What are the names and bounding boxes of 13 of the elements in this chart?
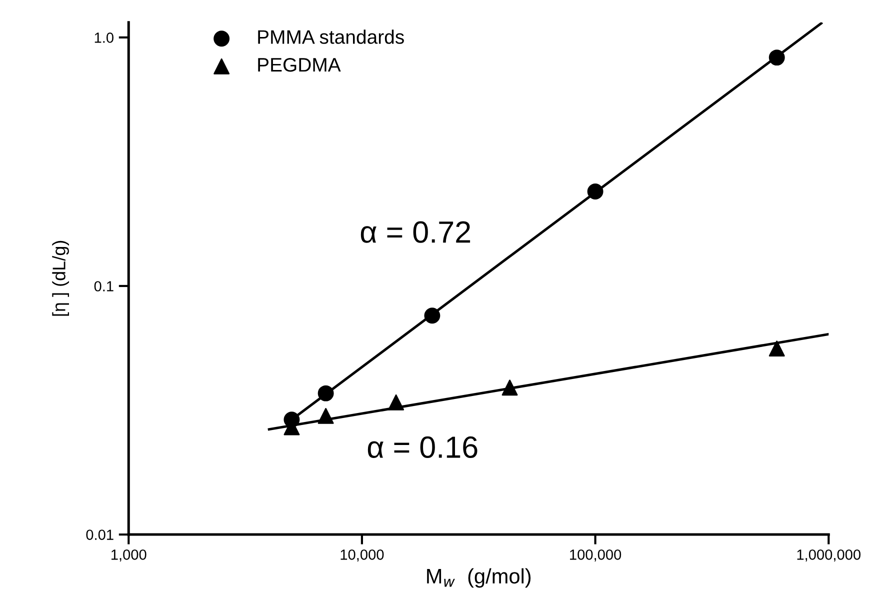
x-tick-label: 100,000 xyxy=(570,550,622,562)
x-tick-label: 10,000 xyxy=(340,550,384,562)
y-tick-label: 0.01 xyxy=(86,530,114,540)
legend-label: PMMA standards xyxy=(258,30,404,44)
annotation: α = 0.16 xyxy=(368,436,478,458)
x-axis-title: M$_{w}$ (g/mol) xyxy=(427,568,531,588)
y-tick-label: 1.0 xyxy=(94,32,114,43)
legend-label: PEGDMA xyxy=(258,58,341,72)
x-tick-label: 1,000,000 xyxy=(797,550,860,562)
x-tick-label: 1,000 xyxy=(111,550,146,562)
y-tick-label: 0.1 xyxy=(94,281,114,292)
y-axis-title: [η ] (dL/g) xyxy=(52,240,69,316)
annotation: α = 0.72 xyxy=(360,221,470,243)
